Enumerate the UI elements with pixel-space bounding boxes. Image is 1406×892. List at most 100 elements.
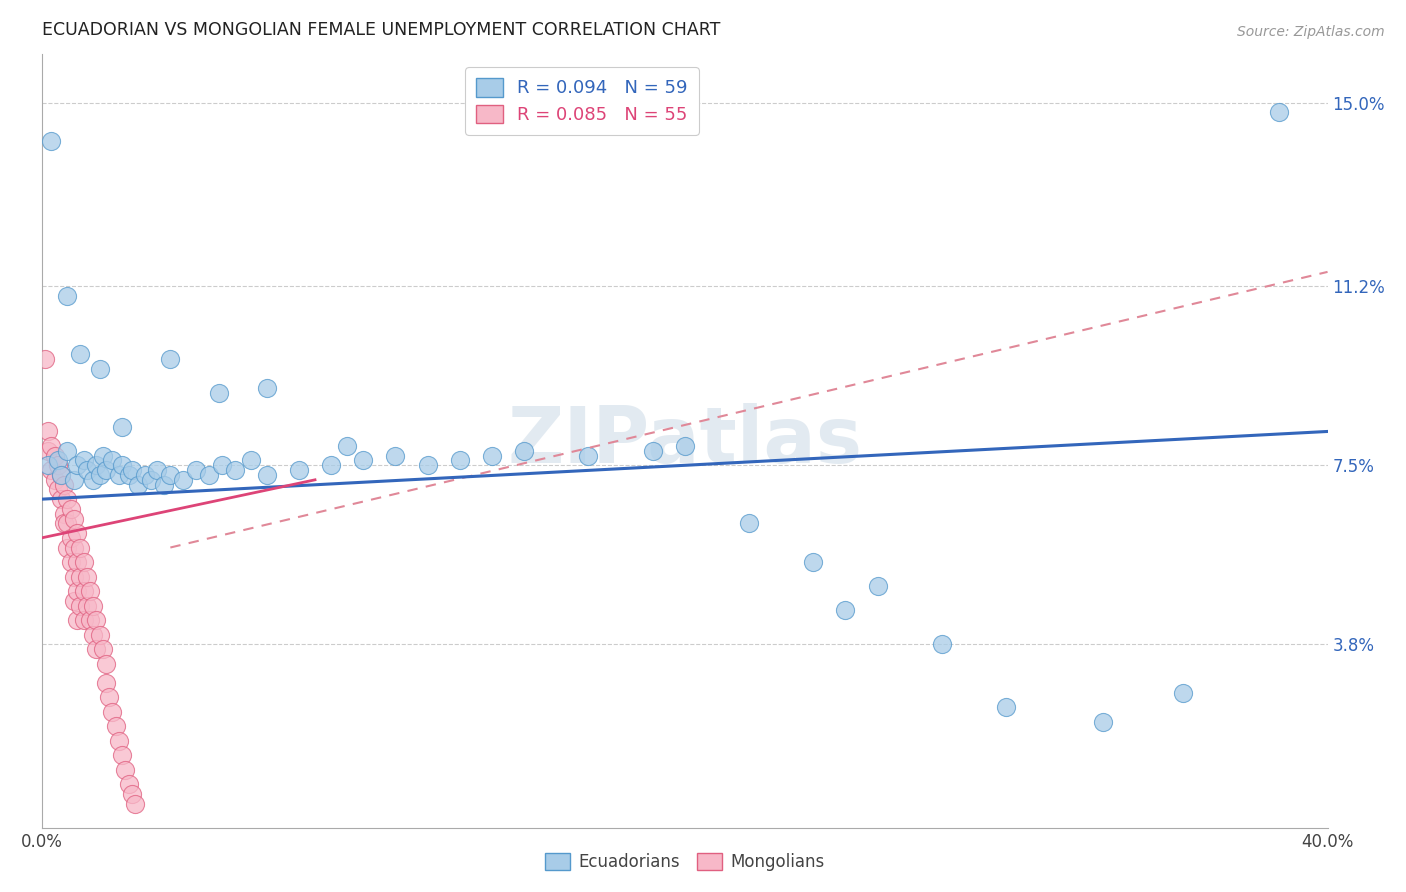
Point: [89, 467, 111, 482]
Point: [108, 734, 131, 748]
Point: [117, 467, 139, 482]
Point: [256, 467, 278, 482]
Point: [49, 467, 72, 482]
Point: [34, 351, 56, 366]
Point: [79, 584, 101, 599]
Point: [114, 763, 136, 777]
Point: [53, 507, 76, 521]
Point: [121, 787, 143, 801]
Point: [63, 511, 86, 525]
Point: [111, 748, 134, 763]
Point: [198, 467, 221, 482]
Point: [104, 719, 127, 733]
Point: [449, 453, 471, 467]
Point: [101, 705, 124, 719]
Point: [995, 700, 1018, 714]
Point: [86, 613, 108, 627]
Point: [153, 477, 176, 491]
Point: [59, 531, 82, 545]
Point: [146, 463, 169, 477]
Point: [76, 463, 98, 477]
Point: [69, 599, 91, 613]
Point: [86, 458, 108, 473]
Point: [56, 516, 79, 531]
Point: [1268, 105, 1291, 120]
Point: [49, 467, 72, 482]
Point: [46, 483, 69, 497]
Point: [46, 453, 69, 467]
Point: [79, 613, 101, 627]
Point: [53, 516, 76, 531]
Point: [86, 642, 108, 657]
Point: [416, 458, 439, 473]
Point: [834, 603, 856, 617]
Point: [72, 555, 94, 569]
Point: [866, 579, 889, 593]
Point: [513, 443, 536, 458]
Point: [69, 541, 91, 555]
Point: [94, 676, 117, 690]
Point: [481, 449, 503, 463]
Point: [98, 690, 121, 705]
Point: [207, 385, 229, 400]
Point: [66, 458, 89, 473]
Point: [139, 473, 162, 487]
Point: [41, 439, 63, 453]
Point: [738, 516, 761, 531]
Point: [72, 613, 94, 627]
Point: [59, 555, 82, 569]
Point: [41, 463, 63, 477]
Point: [94, 657, 117, 671]
Legend: Ecuadorians, Mongolians: Ecuadorians, Mongolians: [538, 847, 831, 878]
Point: [94, 463, 117, 477]
Point: [91, 642, 114, 657]
Point: [124, 797, 146, 811]
Point: [111, 419, 134, 434]
Point: [121, 463, 143, 477]
Text: ZIPatlas: ZIPatlas: [508, 403, 862, 479]
Point: [63, 593, 86, 607]
Point: [931, 637, 953, 651]
Point: [801, 555, 824, 569]
Point: [134, 467, 156, 482]
Point: [69, 347, 91, 361]
Point: [288, 463, 311, 477]
Text: ECUADORIAN VS MONGOLIAN FEMALE UNEMPLOYMENT CORRELATION CHART: ECUADORIAN VS MONGOLIAN FEMALE UNEMPLOYM…: [42, 21, 720, 39]
Point: [76, 569, 98, 583]
Point: [37, 443, 59, 458]
Point: [59, 501, 82, 516]
Point: [41, 134, 63, 148]
Point: [239, 453, 262, 467]
Point: [336, 439, 359, 453]
Point: [1091, 714, 1114, 729]
Point: [641, 443, 664, 458]
Point: [117, 777, 139, 791]
Point: [66, 555, 89, 569]
Point: [127, 477, 149, 491]
Point: [576, 449, 599, 463]
Point: [72, 584, 94, 599]
Point: [82, 627, 104, 641]
Point: [63, 473, 86, 487]
Point: [184, 463, 207, 477]
Point: [224, 463, 246, 477]
Point: [49, 492, 72, 507]
Point: [76, 599, 98, 613]
Point: [46, 458, 69, 473]
Point: [319, 458, 342, 473]
Point: [44, 473, 66, 487]
Point: [72, 453, 94, 467]
Point: [673, 439, 696, 453]
Point: [256, 381, 278, 395]
Point: [44, 449, 66, 463]
Point: [63, 541, 86, 555]
Point: [82, 473, 104, 487]
Point: [172, 473, 194, 487]
Point: [111, 458, 134, 473]
Point: [108, 467, 131, 482]
Point: [1171, 685, 1194, 699]
Point: [56, 443, 79, 458]
Point: [91, 449, 114, 463]
Point: [37, 425, 59, 439]
Point: [384, 449, 406, 463]
